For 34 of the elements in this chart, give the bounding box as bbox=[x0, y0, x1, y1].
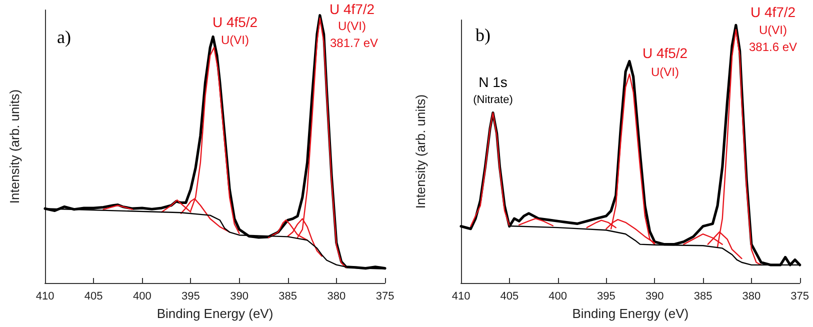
x-axis-title: Binding Energy (eV) bbox=[156, 306, 274, 321]
annotation: U(VI) bbox=[221, 33, 249, 47]
x-tick-label: 390 bbox=[645, 290, 664, 302]
x-tick-label: 375 bbox=[790, 290, 810, 302]
text: U 4f7/2 bbox=[750, 4, 796, 20]
x-axis-title: Binding Energy (eV) bbox=[572, 306, 689, 321]
x-tick-label: 390 bbox=[230, 290, 248, 302]
annotation: U(VI) bbox=[759, 23, 787, 37]
x-tick-label: 395 bbox=[597, 290, 616, 302]
annotation: a) bbox=[57, 27, 71, 47]
x-tick-label: 405 bbox=[500, 290, 519, 302]
y-axis-title: Intensity (arb. units) bbox=[7, 89, 22, 204]
x-tick-label: 410 bbox=[452, 290, 470, 302]
x-tick-label: 405 bbox=[84, 290, 103, 302]
annotation: 381.6 eV bbox=[748, 40, 798, 54]
y-axis-title: Intensity (arb. units) bbox=[413, 94, 428, 209]
annotation: U(VI) bbox=[338, 19, 366, 33]
annotation: 381.7 eV bbox=[330, 36, 378, 50]
annotation: U 4f5/2 bbox=[212, 14, 258, 30]
x-tick-label: 380 bbox=[327, 290, 346, 302]
x-tick-label: 395 bbox=[182, 290, 200, 302]
x-tick-label: 400 bbox=[548, 290, 567, 302]
x-tick-label: 385 bbox=[278, 290, 298, 302]
x-tick-label: 375 bbox=[376, 290, 394, 302]
annotation: b) bbox=[476, 25, 490, 45]
annotation: (Nitrate) bbox=[473, 94, 513, 106]
x-tick-label: 400 bbox=[132, 290, 152, 302]
annotation: U(VI) bbox=[651, 65, 679, 79]
x-tick-label: 410 bbox=[36, 290, 54, 302]
annotation: U 4f5/2 bbox=[642, 45, 688, 61]
annotation: N 1s bbox=[478, 74, 508, 90]
x-tick-label: 385 bbox=[694, 290, 712, 302]
annotation: U 4f7/2 bbox=[329, 1, 375, 17]
x-tick-label: 380 bbox=[742, 290, 761, 302]
